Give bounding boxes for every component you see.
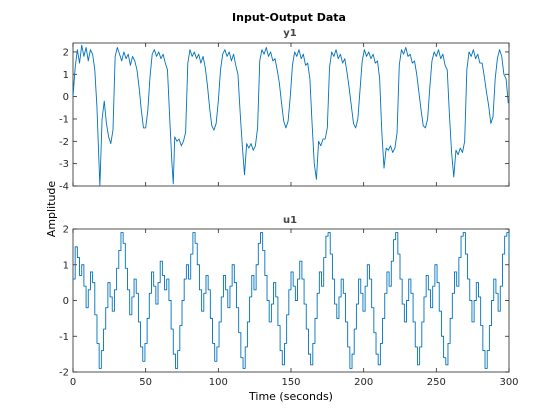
ytick-label: 0 bbox=[63, 92, 69, 103]
chart-title: Input-Output Data bbox=[232, 11, 346, 24]
axes-y1-yticks: -4 -3 -2 -1 0 1 2 bbox=[59, 47, 509, 193]
ytick-label: 2 bbox=[63, 47, 69, 58]
axes-u1-yticks: -2 -1 0 1 2 bbox=[59, 225, 509, 379]
ytick-label: 2 bbox=[63, 225, 69, 236]
xtick-label: 200 bbox=[354, 377, 373, 388]
ytick-label: -2 bbox=[59, 137, 69, 148]
xtick-label: 50 bbox=[139, 377, 152, 388]
y-axis-label: Amplitude bbox=[45, 181, 58, 238]
axes-u1-title: u1 bbox=[283, 215, 297, 226]
ytick-label: -1 bbox=[59, 114, 69, 125]
axes-y1-xticks bbox=[72, 43, 510, 186]
xtick-label: 300 bbox=[499, 377, 518, 388]
xtick-label: 150 bbox=[281, 377, 300, 388]
ytick-label: -3 bbox=[59, 159, 69, 170]
ytick-label: 0 bbox=[63, 296, 69, 307]
axes-u1: u1 -2 -1 0 1 2 0 50 100 150 200 250 300 bbox=[59, 215, 519, 388]
series-y1-line bbox=[72, 44, 509, 187]
ytick-label: -1 bbox=[59, 332, 69, 343]
ytick-label: -2 bbox=[59, 368, 69, 379]
axes-y1: y1 -4 -3 -2 -1 0 1 2 bbox=[59, 28, 510, 193]
axes-y1-frame bbox=[72, 42, 510, 187]
xtick-label: 0 bbox=[70, 377, 76, 388]
xtick-label: 250 bbox=[427, 377, 446, 388]
ytick-label: -4 bbox=[59, 182, 69, 193]
axes-y1-title: y1 bbox=[283, 28, 297, 39]
ytick-label: 1 bbox=[63, 260, 69, 271]
ytick-label: 1 bbox=[63, 70, 69, 81]
axes-u1-xtick-labels: 0 50 100 150 200 250 300 bbox=[70, 377, 519, 388]
series-u1-line bbox=[73, 232, 510, 369]
x-axis-label: Time (seconds) bbox=[248, 390, 333, 403]
xtick-label: 100 bbox=[209, 377, 228, 388]
